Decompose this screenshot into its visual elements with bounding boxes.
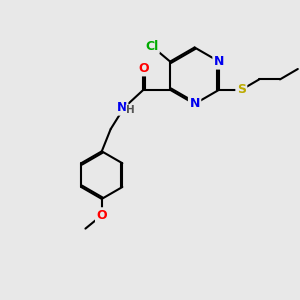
Text: N: N	[189, 98, 200, 110]
Text: H: H	[126, 105, 135, 115]
Text: O: O	[138, 62, 149, 75]
Text: Cl: Cl	[145, 40, 158, 52]
Text: S: S	[237, 83, 246, 96]
Text: N: N	[214, 55, 224, 68]
Text: N: N	[116, 101, 127, 114]
Text: O: O	[97, 209, 107, 222]
